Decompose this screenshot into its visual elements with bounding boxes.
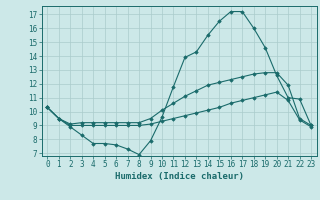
X-axis label: Humidex (Indice chaleur): Humidex (Indice chaleur) — [115, 172, 244, 181]
